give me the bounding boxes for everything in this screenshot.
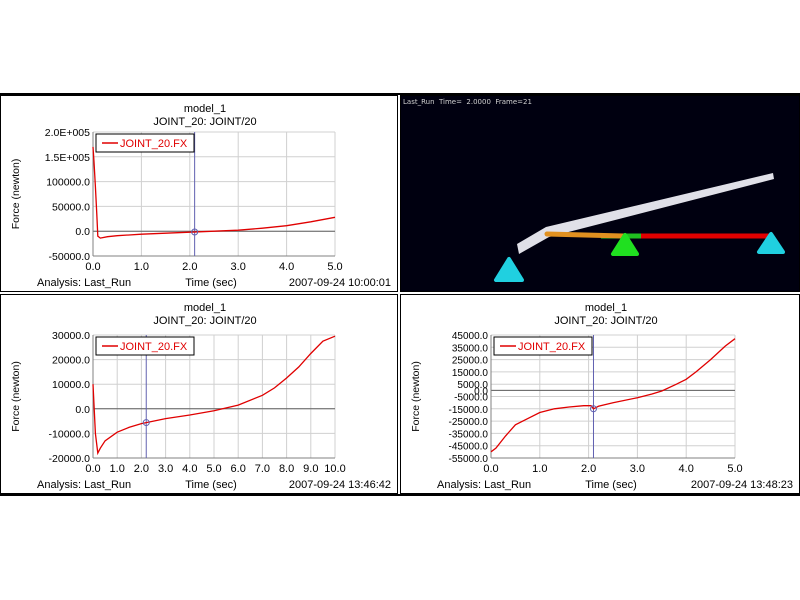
timestamp: 2007-09-24 13:46:42 bbox=[289, 479, 391, 491]
support-triangle-middle bbox=[611, 233, 639, 256]
beam-orange bbox=[544, 231, 626, 239]
legend-box bbox=[493, 336, 593, 356]
y-tick-label: -20000.0 bbox=[49, 453, 91, 465]
x-tick-label: 3.0 bbox=[158, 463, 173, 475]
chart-subtitle: JOINT_20: JOINT/20 bbox=[554, 315, 657, 327]
x-tick-label: 3.0 bbox=[630, 463, 645, 475]
chart-title: model_1 bbox=[184, 302, 226, 314]
x-axis-label: Time (sec) bbox=[185, 277, 237, 289]
x-tick-label: 4.0 bbox=[679, 463, 694, 475]
x-tick-label: 7.0 bbox=[255, 463, 270, 475]
x-tick-label: 1.0 bbox=[134, 261, 149, 273]
animation-status: Last_Run Time= 2.0000 Frame=21 bbox=[403, 98, 532, 106]
y-tick-label: -25000.0 bbox=[449, 417, 489, 428]
y-tick-label: -50000.0 bbox=[49, 251, 91, 263]
timestamp: 2007-09-24 13:48:23 bbox=[691, 479, 793, 491]
legend-label: JOINT_20.FX bbox=[120, 138, 188, 150]
analysis-label: Analysis: Last_Run bbox=[437, 479, 531, 491]
timestamp: 2007-09-24 10:00:01 bbox=[289, 277, 391, 289]
x-tick-label: 8.0 bbox=[279, 463, 294, 475]
x-tick-label: 2.0 bbox=[581, 463, 596, 475]
x-tick-label: 3.0 bbox=[231, 261, 246, 273]
y-tick-label: 0.0 bbox=[474, 386, 488, 397]
chart-subtitle: JOINT_20: JOINT/20 bbox=[153, 315, 256, 327]
x-tick-label: 2.0 bbox=[134, 463, 149, 475]
plot-panel-1[interactable]: model_1 JOINT_20: JOINT/20 2.0E+005 1.5E+00… bbox=[0, 95, 398, 292]
y-tick-label: 45000.0 bbox=[452, 331, 489, 342]
x-tick-label: 0.0 bbox=[85, 261, 100, 273]
mechanism-scene bbox=[494, 173, 785, 282]
x-tick-label: 10.0 bbox=[324, 463, 345, 475]
y-tick-label: 5000.0 bbox=[457, 380, 488, 391]
x-axis-label: Time (sec) bbox=[185, 479, 237, 491]
analysis-label: Analysis: Last_Run bbox=[37, 277, 131, 289]
x-tick-label: 6.0 bbox=[231, 463, 246, 475]
y-tick-label: 0.0 bbox=[75, 226, 90, 238]
bottom-divider bbox=[0, 494, 800, 496]
plot-panel-3[interactable]: model_1 JOINT_20: JOINT/20 45000.0 35000.0 2… bbox=[400, 294, 800, 494]
legend-label: JOINT_20.FX bbox=[518, 341, 586, 353]
chart-subtitle: JOINT_20: JOINT/20 bbox=[153, 116, 256, 128]
y-tick-label: -15000.0 bbox=[449, 405, 489, 416]
y-axis-label: Force (newton) bbox=[10, 361, 22, 432]
x-tick-label: 0.0 bbox=[483, 463, 498, 475]
y-tick-label: -45000.0 bbox=[449, 442, 489, 453]
y-tick-label: -5000.0 bbox=[454, 393, 488, 404]
y-tick-label: 0.0 bbox=[75, 404, 90, 416]
top-divider bbox=[0, 93, 800, 95]
x-tick-label: 0.0 bbox=[85, 463, 100, 475]
series-line bbox=[490, 338, 736, 453]
y-tick-label: 1.5E+005 bbox=[45, 152, 90, 164]
legend-label: JOINT_20.FX bbox=[120, 341, 188, 353]
y-tick-label: 50000.0 bbox=[52, 201, 90, 213]
x-tick-label: 4.0 bbox=[279, 261, 294, 273]
x-tick-label: 4.0 bbox=[182, 463, 197, 475]
legend-box bbox=[95, 133, 195, 153]
cursor-marker bbox=[589, 405, 597, 413]
y-tick-label: 15000.0 bbox=[452, 368, 489, 379]
y-tick-label: -35000.0 bbox=[449, 429, 489, 440]
x-tick-label: 5.0 bbox=[327, 261, 342, 273]
y-tick-label: -10000.0 bbox=[49, 428, 91, 440]
chart-title: model_1 bbox=[184, 103, 226, 115]
x-tick-label: 2.0 bbox=[182, 261, 197, 273]
support-triangle-right bbox=[757, 232, 785, 254]
cursor-marker bbox=[191, 228, 199, 236]
y-axis-label: Force (newton) bbox=[410, 361, 422, 432]
x-tick-label: 1.0 bbox=[532, 463, 547, 475]
plot-panel-2[interactable]: model_1 JOINT_20: JOINT/20 30000.0 20000.0 1… bbox=[0, 294, 398, 494]
y-tick-label: 35000.0 bbox=[452, 343, 489, 354]
x-tick-label: 1.0 bbox=[110, 463, 125, 475]
y-tick-label: 100000.0 bbox=[46, 177, 90, 189]
legend-box bbox=[95, 336, 195, 356]
y-tick-label: 20000.0 bbox=[52, 355, 90, 367]
y-tick-label: 25000.0 bbox=[452, 356, 489, 367]
blade-body bbox=[517, 173, 774, 254]
series-line bbox=[92, 146, 336, 239]
y-tick-label: -55000.0 bbox=[449, 454, 489, 465]
x-tick-label: 9.0 bbox=[303, 463, 318, 475]
y-tick-label: 2.0E+005 bbox=[45, 127, 90, 139]
x-axis-label: Time (sec) bbox=[585, 479, 637, 491]
x-tick-label: 5.0 bbox=[727, 463, 742, 475]
series-line bbox=[92, 335, 336, 456]
analysis-label: Analysis: Last_Run bbox=[37, 479, 131, 491]
chart-title: model_1 bbox=[585, 302, 627, 314]
support-triangle-left bbox=[494, 257, 524, 282]
cursor-marker bbox=[142, 419, 150, 427]
y-tick-label: 10000.0 bbox=[52, 379, 90, 391]
animation-viewport[interactable]: Last_Run Time= 2.0000 Frame=21 bbox=[400, 95, 800, 292]
y-axis-label: Force (newton) bbox=[10, 159, 22, 230]
x-tick-label: 5.0 bbox=[206, 463, 221, 475]
y-tick-label: 30000.0 bbox=[52, 330, 90, 342]
